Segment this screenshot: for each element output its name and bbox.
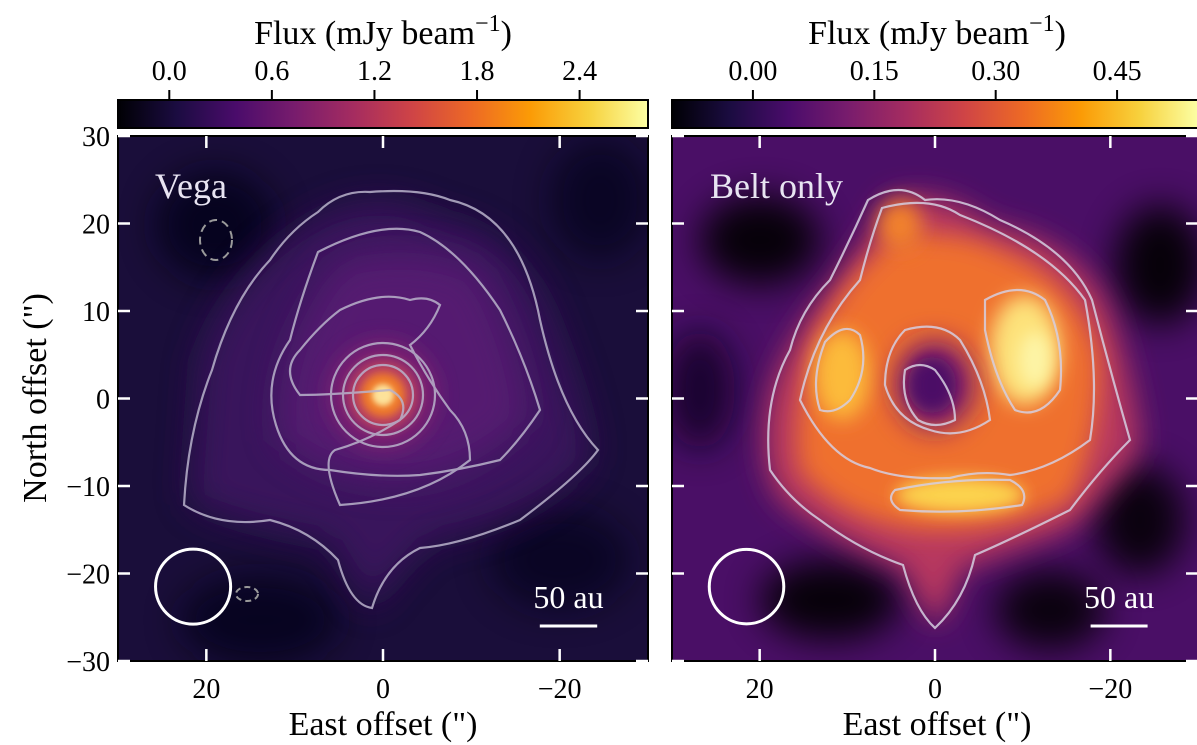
vega-colorbar	[117, 99, 649, 129]
belt-colorbar-tick-label: 0.30	[971, 56, 1020, 87]
belt-x-tick-label: 20	[746, 674, 774, 705]
vega-beam	[154, 547, 233, 626]
belt-x-tick-label: 0	[928, 674, 942, 705]
belt-panel-label: Belt only	[710, 166, 843, 206]
vega-y-tick-label: −10	[66, 472, 110, 503]
belt-beam-ellipse	[707, 547, 786, 626]
vega-y-tick-label: −20	[66, 560, 110, 591]
vega-xlabel: East offset (")	[289, 706, 478, 743]
belt-x-tick-label: −20	[1088, 674, 1132, 705]
vega-scale-bar: 50 au	[533, 579, 604, 628]
vega-y-tick-label: 20	[82, 210, 110, 241]
vega-y-tick-label: 0	[96, 385, 110, 416]
belt-colorbar-label: Flux (mJy beam−1)	[808, 11, 1066, 52]
vega-y-tick-label: −30	[66, 647, 110, 678]
belt-xlabel: East offset (")	[843, 706, 1032, 743]
belt-panel: 0.00 0.15 0.30 0.45 Flux (mJy beam−1)	[671, 11, 1197, 743]
vega-x-tick-label: 20	[192, 674, 220, 705]
vega-panel-label: Vega	[155, 166, 227, 206]
belt-colorbar-tick-label: 0.45	[1093, 56, 1142, 87]
vega-colorbar-tick-label: 2.4	[562, 56, 597, 87]
vega-x-tick-label: 0	[376, 674, 390, 705]
vega-colorbar-tick-label: 1.8	[460, 56, 495, 87]
belt-axis-ticks: 20 0 −20	[672, 134, 1197, 705]
vega-y-tick-label: 30	[82, 122, 110, 153]
belt-colorbar-ticks: 0.00 0.15 0.30 0.45	[728, 56, 1142, 100]
vega-beam-ellipse	[154, 547, 233, 626]
vega-x-tick-label: −20	[538, 674, 582, 705]
vega-colorbar-tick-label: 1.2	[357, 56, 392, 87]
vega-colorbar-tick-label: 0.0	[152, 56, 187, 87]
belt-colorbar	[671, 99, 1197, 129]
belt-image	[672, 136, 1197, 661]
belt-scale-bar: 50 au	[1084, 579, 1154, 628]
vega-colorbar-tick-label: 0.6	[254, 56, 289, 87]
vega-negative-contour	[235, 586, 259, 602]
vega-colorbar-ticks: 0.0 0.6 1.2 1.8 2.4	[152, 56, 597, 100]
belt-beam	[707, 547, 786, 626]
vega-image	[118, 136, 648, 661]
vega-y-tick-label: 10	[82, 297, 110, 328]
vega-panel: 0.0 0.6 1.2 1.8 2.4 Flux (mJy beam−1)	[17, 11, 649, 743]
vega-negative-contour	[199, 219, 233, 261]
vega-axis-ticks: 20 0 −20 30 20 10 0 −10 −20 −30	[66, 122, 648, 705]
vega-scale-bar-label: 50 au	[533, 579, 603, 615]
belt-colorbar-tick-label: 0.00	[728, 56, 777, 87]
vega-ylabel: North offset (")	[17, 293, 54, 503]
vega-colorbar-label: Flux (mJy beam−1)	[254, 11, 512, 52]
belt-scale-bar-label: 50 au	[1084, 579, 1154, 615]
belt-colorbar-tick-label: 0.15	[850, 56, 899, 87]
